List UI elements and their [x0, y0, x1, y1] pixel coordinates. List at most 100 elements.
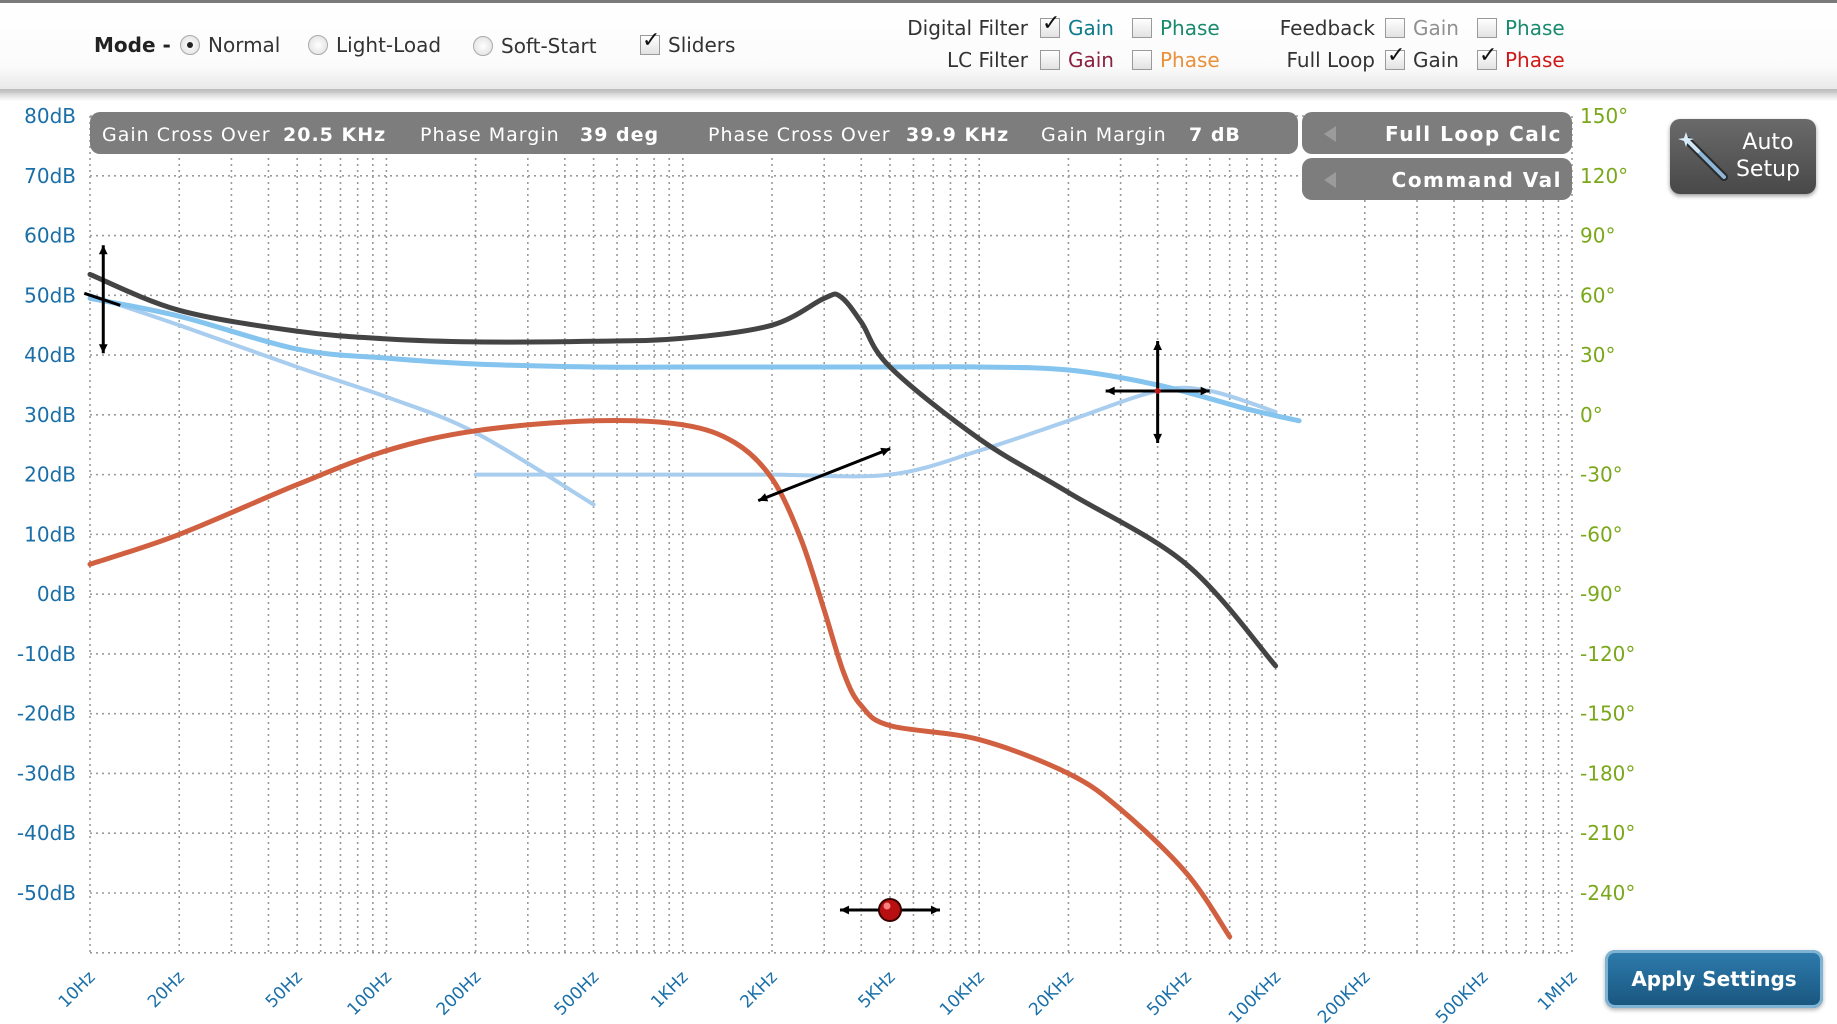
full-loop-calc-tab[interactable]: Full Loop Calc [1302, 112, 1572, 154]
phase-margin-label: Phase Margin [420, 124, 560, 146]
digital-filter-phase-checkbox[interactable]: Phase [1132, 16, 1220, 40]
frequency-axis: 10Hz 20Hz 50Hz 100Hz 200Hz 500Hz 1KHz 2KHz 5KHz 1… [55, 967, 1582, 1024]
auto-setup-label: Auto Setup [1736, 129, 1800, 183]
frequency-slider-knob[interactable] [877, 898, 902, 922]
auto-setup-button[interactable]: Auto Setup [1670, 119, 1816, 194]
full-loop-gain-curve [87, 271, 1279, 669]
sliders-checkbox[interactable]: ✓ Sliders [640, 28, 736, 57]
apply-settings-button[interactable]: Apply Settings [1605, 950, 1823, 1008]
checkbox-icon [1385, 18, 1405, 38]
mode-soft-start-radio[interactable]: Soft-Start [473, 34, 597, 58]
pole-zero-slider-handle[interactable] [757, 447, 891, 503]
frequency-tick-label: 1KHz [647, 967, 692, 1012]
frequency-tick-label: 1MHz [1534, 967, 1582, 1015]
sliders-label: Sliders [668, 33, 736, 57]
checkbox-checked-icon: ✓ [640, 28, 661, 55]
arrow-head-icon [98, 245, 108, 255]
phase-margin-value: 39 deg [580, 124, 659, 146]
digital-filter-gain-label: Gain [1068, 16, 1114, 40]
phase-tick-label: 0° [1580, 403, 1603, 427]
gain-tick-label: 10dB [24, 522, 76, 546]
full-loop-phase-curve [87, 417, 1233, 940]
phase-tick-label: 60° [1580, 283, 1615, 307]
mode-normal-radio[interactable]: Normal [180, 33, 280, 57]
frequency-tick-label: 200Hz [433, 967, 485, 1019]
magic-wand-icon [1678, 132, 1728, 181]
phase-axis: 150° 120° 90° 60° 30° 0° -30° -60° -90° -120° -150… [1580, 104, 1635, 905]
radio-icon [473, 36, 493, 56]
phase-tick-label: -120° [1580, 642, 1635, 666]
frequency-tick-label: 20Hz [144, 967, 189, 1012]
full-loop-calc-tab-bg [1302, 112, 1572, 154]
auto-setup-label-line1: Auto [1742, 130, 1794, 155]
feedback-label: Feedback [1279, 16, 1375, 40]
arrow-head-icon [839, 905, 849, 915]
feedback-phase-label: Phase [1505, 16, 1565, 40]
gain-tick-label: 0dB [37, 582, 76, 606]
arrow-head-icon [1105, 386, 1115, 396]
phase-tick-label: -150° [1580, 702, 1635, 726]
checkbox-checked-icon: ✓ [1040, 11, 1061, 38]
digital-filter-gain-checkbox[interactable]: ✓ Gain [1040, 11, 1114, 40]
gain-tick-label: 30dB [24, 403, 76, 427]
gain-margin-value: 7 dB [1189, 124, 1241, 146]
checkbox-icon [1132, 50, 1152, 70]
top-control-bar: Mode - Normal Light-Load Soft-Start ✓ Sl… [0, 0, 1837, 101]
feedback-phase-checkbox[interactable]: Phase [1477, 16, 1565, 40]
gain-tick-label: -20dB [17, 702, 76, 726]
phase-tick-label: 30° [1580, 343, 1615, 367]
phase-tick-label: -240° [1580, 881, 1635, 905]
arrow-head-icon [880, 447, 891, 456]
triangle-left-icon [1324, 172, 1336, 188]
lc-filter-phase-checkbox[interactable]: Phase [1132, 48, 1220, 72]
gain-tick-label: -10dB [17, 642, 76, 666]
phase-tick-label: 90° [1580, 224, 1615, 248]
phase-tick-label: -60° [1580, 522, 1623, 546]
lc-filter-gain-checkbox[interactable]: Gain [1040, 48, 1114, 72]
frequency-tick-label: 100KHz [1225, 967, 1285, 1024]
pole-zero-slider-handle-shaft [757, 447, 891, 503]
full-loop-label: Full Loop [1286, 48, 1375, 72]
command-val-tab-bg [1302, 158, 1572, 200]
checkbox-checked-icon: ✓ [1385, 43, 1406, 70]
triangle-left-icon [1324, 126, 1336, 142]
mode-light-load-radio[interactable]: Light-Load [308, 33, 441, 57]
full-loop-phase-label: Phase [1505, 48, 1565, 72]
plot-curves [87, 271, 1302, 940]
info-bar-bg [90, 112, 1298, 154]
plot-markers[interactable] [83, 245, 1210, 922]
checkbox-checked-icon: ✓ [1477, 43, 1498, 70]
arrow-head-icon [1153, 340, 1163, 350]
lc-filter-label: LC Filter [947, 48, 1028, 72]
gain-cross-value: 20.5 KHz [283, 124, 386, 146]
arrow-head-icon [1200, 386, 1210, 396]
frequency-tick-label: 10Hz [55, 967, 100, 1012]
digital-filter-asymptote-curve [88, 293, 596, 507]
crossover-point [1154, 387, 1161, 394]
full-loop-phase-checkbox[interactable]: ✓ Phase [1477, 43, 1565, 72]
command-val-label: Command Val [1392, 168, 1562, 192]
checkbox-icon [1040, 50, 1060, 70]
lc-filter-phase-label: Phase [1160, 48, 1220, 72]
arrow-head-icon [758, 493, 769, 502]
arrow-head-icon [930, 905, 940, 915]
gain-tick-label: -40dB [17, 821, 76, 845]
gain-cross-label: Gain Cross Over [102, 124, 271, 146]
frequency-tick-label: 50KHz [1143, 967, 1196, 1020]
command-val-tab[interactable]: Command Val [1302, 158, 1572, 200]
phase-tick-label: -30° [1580, 463, 1623, 487]
gain-tick-label: 70dB [24, 164, 76, 188]
gain-tick-label: 40dB [24, 343, 76, 367]
digital-filter-asymptote-curve [473, 385, 1278, 479]
mode-label: Mode - [94, 33, 171, 57]
radio-icon [308, 35, 328, 55]
frequency-tick-label: 10KHz [936, 967, 989, 1020]
gain-tick-label: 50dB [24, 283, 76, 307]
feedback-gain-checkbox[interactable]: Gain [1385, 16, 1459, 40]
frequency-tick-label: 100Hz [343, 967, 395, 1019]
knob-highlight [883, 902, 891, 910]
top-bar-shadow [0, 89, 1837, 101]
full-loop-gain-checkbox[interactable]: ✓ Gain [1385, 43, 1459, 72]
digital-filter-gain-curve [87, 295, 1302, 424]
